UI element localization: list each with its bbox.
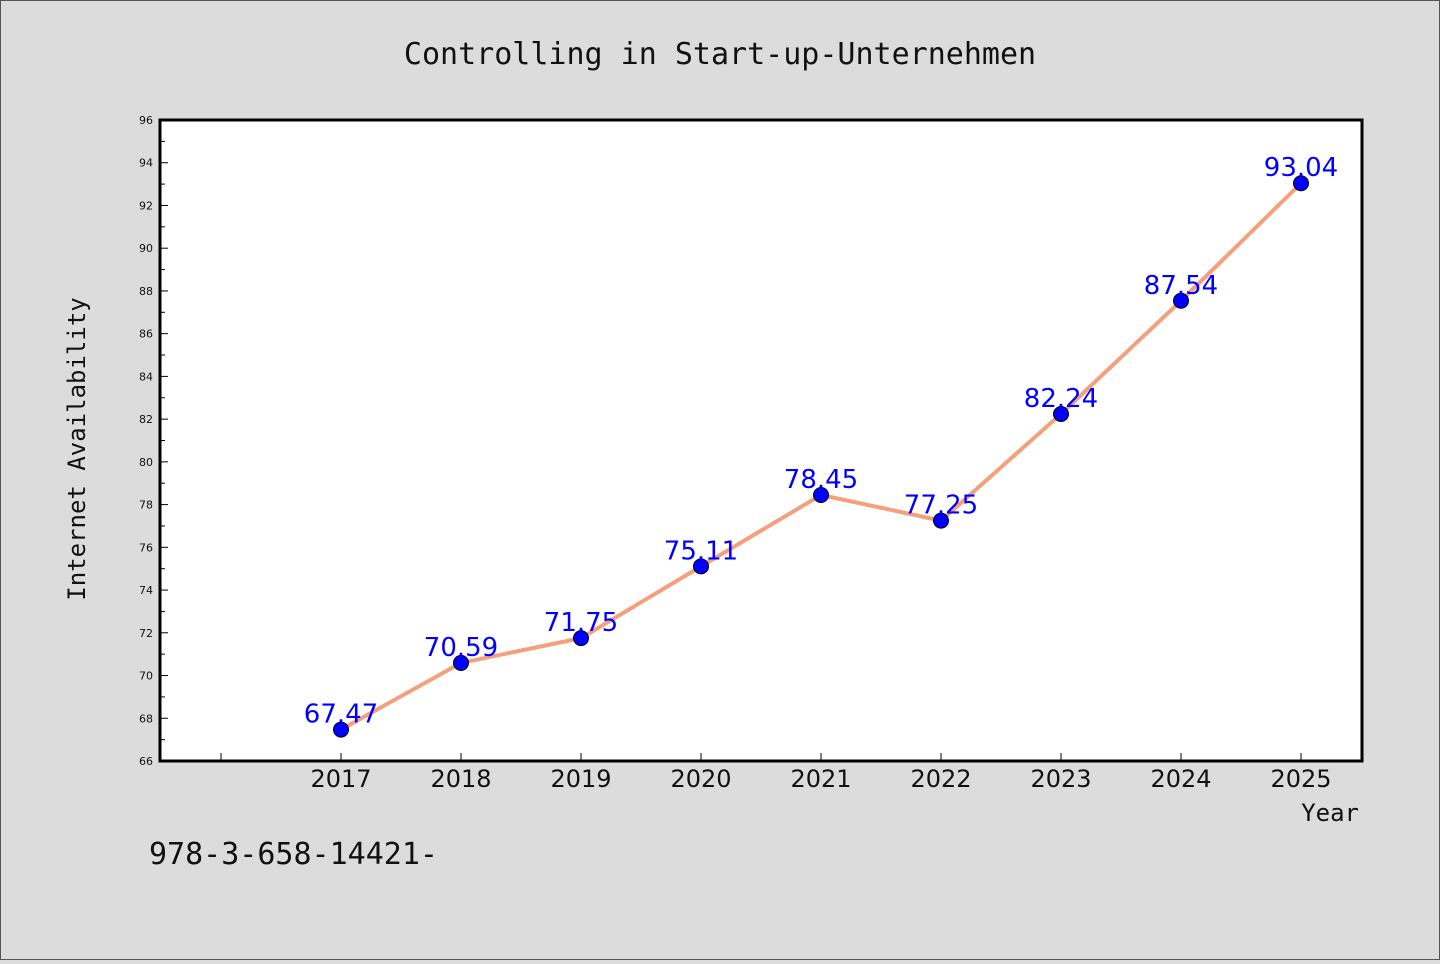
y-axis-ticks: 66 68 70 72 74 76 78 80 82 84 86 88 90 92 94 96 [139,114,168,768]
y-tick-label: 68 [139,712,153,725]
data-point [813,486,829,503]
data-label: 70.59 [424,633,498,663]
x-tick-label: 2022 [910,765,971,793]
series-layer: 67.47 70.59 71.75 75.11 78.45 77.25 82.24 87.54… [304,153,1338,738]
data-label: 67.47 [304,700,378,730]
x-tick-label: 2023 [1030,765,1091,793]
data-label: 93.04 [1264,153,1338,183]
data-point [573,630,589,647]
x-axis-label: Year [1301,799,1359,827]
data-point [1053,406,1069,423]
data-label: 78.45 [784,465,858,495]
x-axis-ticks: 2017 2018 2019 2020 2021 2022 2023 2024 2025 [220,753,1332,793]
y-axis-label: Internet Availability [63,297,91,600]
y-tick-label: 86 [139,328,153,341]
x-tick-label: 2021 [790,765,851,793]
y-tick-label: 70 [139,670,153,683]
x-tick-label: 2020 [670,765,731,793]
plot-area [158,118,1364,763]
chart-title: Controlling in Start-up-Unternehmen [404,37,1036,72]
data-label: 75.11 [664,536,738,566]
data-label: 82.24 [1024,384,1098,414]
data-label: 71.75 [544,608,618,638]
y-tick-label: 72 [139,627,153,640]
y-tick-label: 78 [139,499,153,512]
data-point [1173,292,1189,309]
y-tick-label: 94 [139,157,153,170]
data-point [453,654,469,671]
data-point [933,512,949,529]
y-tick-label: 76 [139,541,153,554]
x-tick-label: 2025 [1270,765,1331,793]
x-tick-label: 2024 [1150,765,1211,793]
data-point [693,558,709,575]
y-tick-label: 82 [139,413,153,426]
y-tick-label: 96 [139,114,153,127]
data-point [1293,175,1309,192]
x-tick-label: 2017 [310,765,371,793]
data-label: 77.25 [904,491,978,521]
y-tick-label: 66 [139,755,153,768]
y-tick-label: 88 [139,285,153,298]
data-label: 87.54 [1144,271,1218,301]
data-point [333,721,349,738]
y-tick-label: 74 [139,584,153,597]
footnote-isbn: 978-3-658-14421- [149,837,438,872]
y-tick-label: 90 [139,242,153,255]
y-tick-label: 80 [139,456,153,469]
y-tick-label: 84 [139,370,153,383]
y-tick-label: 92 [139,199,153,212]
x-tick-label: 2019 [550,765,611,793]
x-tick-label: 2018 [430,765,491,793]
